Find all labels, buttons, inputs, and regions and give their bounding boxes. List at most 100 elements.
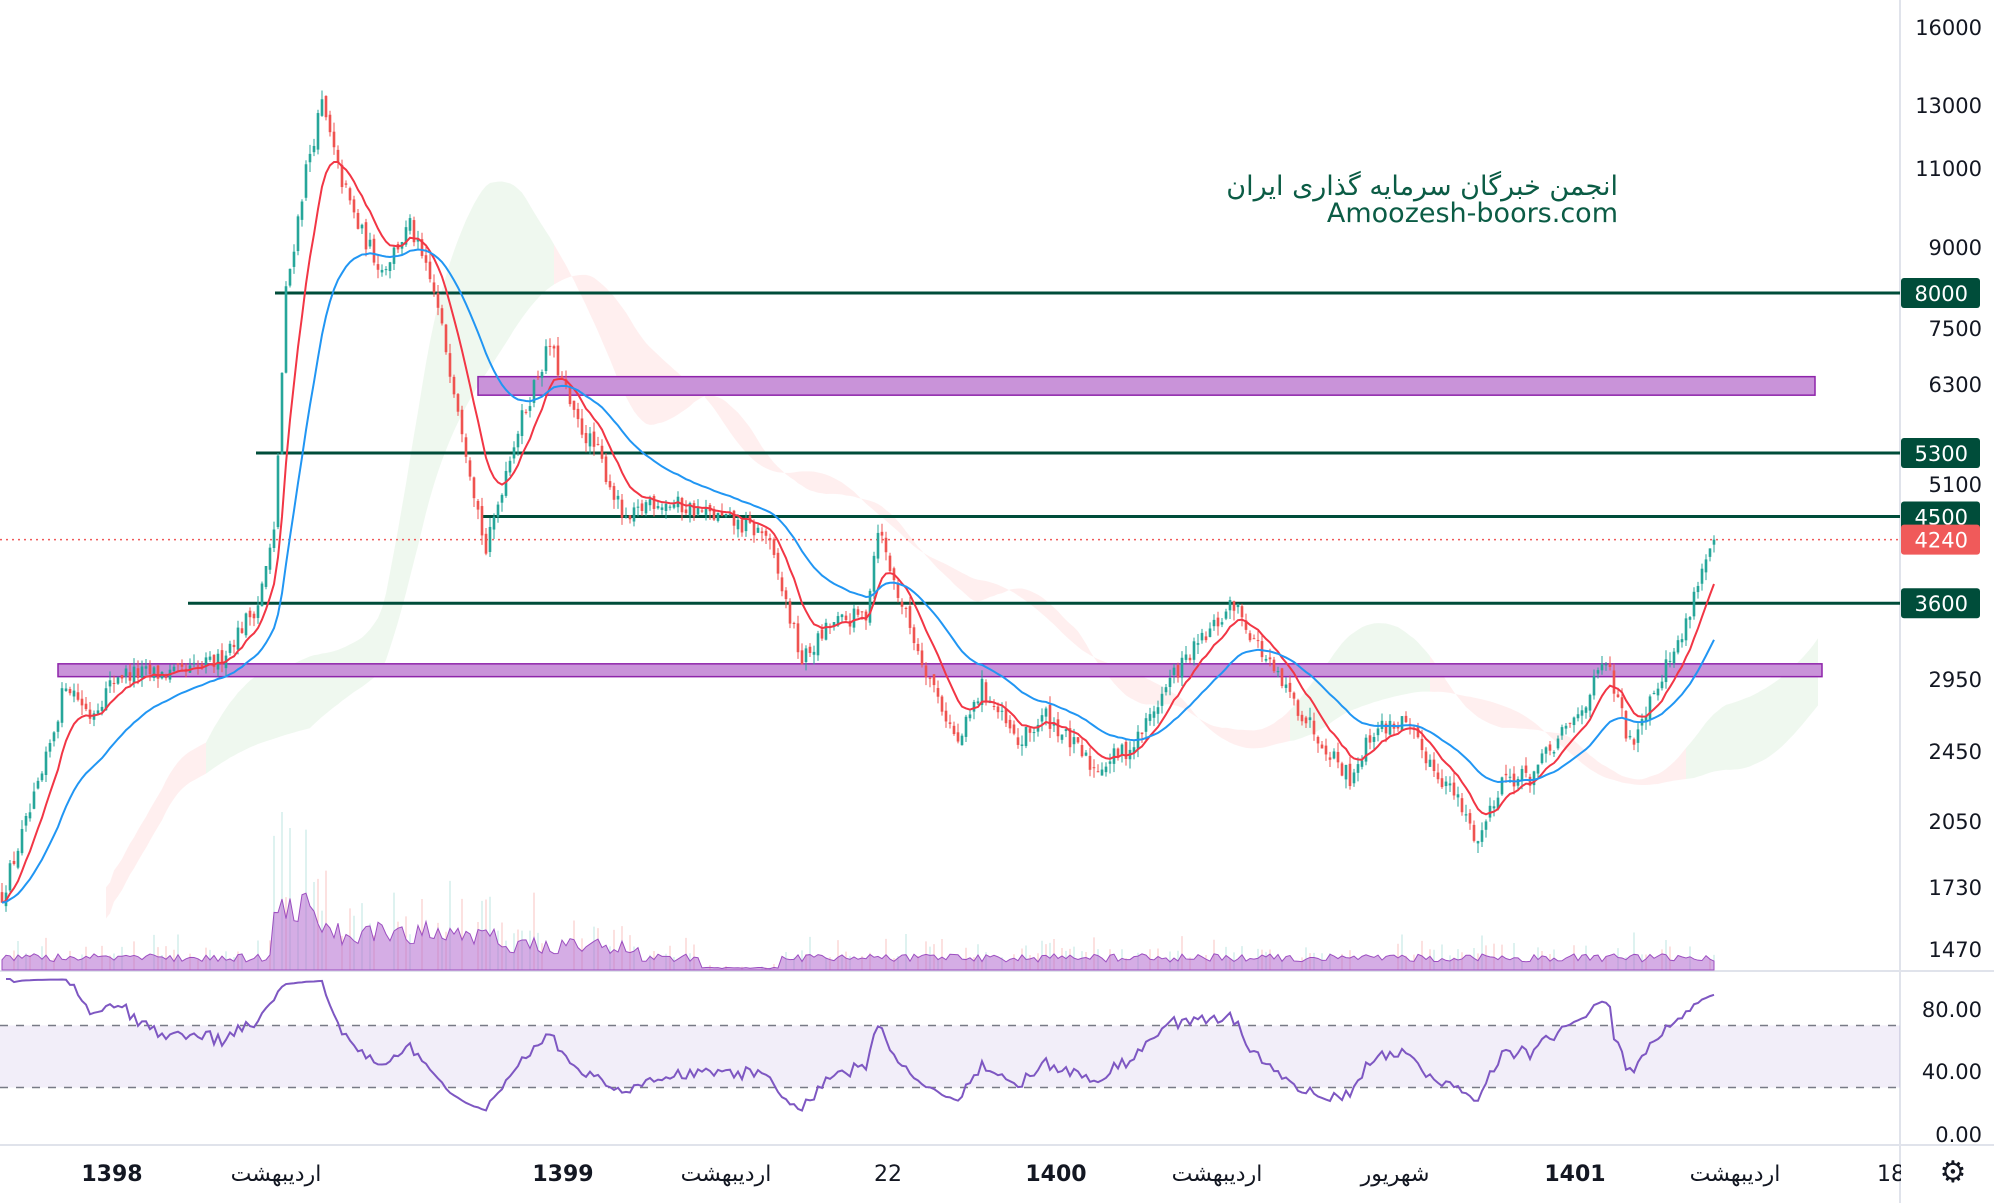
candle-body xyxy=(964,716,968,737)
cloud-segment xyxy=(746,422,750,457)
settings-gear-icon[interactable]: ⚙ xyxy=(1939,1155,1967,1190)
candle-body xyxy=(796,623,800,653)
cloud-segment xyxy=(234,692,238,756)
cloud-segment xyxy=(438,289,442,472)
cloud-segment xyxy=(590,275,594,323)
candle-body xyxy=(1040,715,1044,722)
cloud-segment xyxy=(1458,694,1462,703)
candle-body xyxy=(24,815,28,826)
cloud-segment xyxy=(106,882,110,919)
cloud-segment xyxy=(1514,710,1518,729)
cloud-segment xyxy=(1394,625,1398,697)
cloud-segment xyxy=(510,183,514,337)
cloud-segment xyxy=(1590,755,1594,772)
candle-body xyxy=(612,486,616,500)
cloud-segment xyxy=(898,521,902,536)
candle-body xyxy=(136,668,140,678)
cloud-segment xyxy=(1398,627,1402,696)
candle-body xyxy=(984,682,988,701)
candle-body xyxy=(1404,715,1408,723)
candle-body xyxy=(1064,729,1068,732)
candle-body xyxy=(1500,777,1504,795)
candle-body xyxy=(1008,719,1012,729)
candle-body xyxy=(308,153,312,163)
candle-body xyxy=(1100,769,1104,776)
candle-body xyxy=(240,628,244,633)
cloud-segment xyxy=(610,292,614,370)
price-axis-label: 2450 xyxy=(1929,740,1982,764)
cloud-segment xyxy=(1534,722,1538,731)
candle-body xyxy=(76,692,80,700)
cloud-segment xyxy=(1442,673,1446,693)
candle-body xyxy=(904,607,908,609)
candle-body xyxy=(888,555,892,572)
time-axis-label: اردیبهشت xyxy=(231,1162,322,1187)
candle-body xyxy=(760,531,764,534)
candle-body xyxy=(1712,539,1716,545)
cloud-segment xyxy=(1686,743,1690,779)
cloud-segment xyxy=(1450,686,1454,694)
candle-body xyxy=(1232,601,1236,611)
candle-body xyxy=(820,629,824,639)
candle-body xyxy=(776,552,780,574)
cloud-segment xyxy=(1218,726,1222,739)
cloud-segment xyxy=(838,480,842,495)
time-axis-label: اردیبهشت xyxy=(1172,1162,1263,1187)
cloud-segment xyxy=(938,560,942,573)
candle-body xyxy=(204,657,208,667)
candle-body xyxy=(1700,568,1704,584)
candle-body xyxy=(1028,728,1032,733)
cloud-segment xyxy=(434,305,438,485)
candle-body xyxy=(8,863,12,891)
cloud-segment xyxy=(1550,732,1554,740)
cloud-segment xyxy=(834,478,838,495)
candle-body xyxy=(1088,755,1092,770)
cloud-segment xyxy=(914,541,918,550)
cloud-segment xyxy=(406,458,410,593)
candle-body xyxy=(1180,657,1184,678)
cloud-segment xyxy=(1494,702,1498,727)
cloud-segment xyxy=(1626,777,1630,784)
candle-body xyxy=(1444,781,1448,787)
candle-body xyxy=(1004,708,1008,724)
candle-body xyxy=(956,732,960,742)
candle-body xyxy=(60,688,64,723)
candle-body xyxy=(508,460,512,473)
candle-body xyxy=(120,675,124,679)
candle-body xyxy=(1196,643,1200,645)
price-axis-label: 1730 xyxy=(1929,876,1982,900)
candle-body xyxy=(1556,738,1560,749)
cloud-segment xyxy=(1190,707,1194,716)
candle-body xyxy=(276,455,280,528)
cloud-segment xyxy=(782,470,786,475)
cloud-segment xyxy=(1054,607,1058,629)
time-axis-label: شهریور xyxy=(1360,1162,1430,1187)
candle-body xyxy=(1020,744,1024,746)
cloud-segment xyxy=(1402,629,1406,695)
candle-body xyxy=(452,376,456,395)
candle-body xyxy=(404,227,408,245)
cloud-segment xyxy=(1166,688,1170,705)
candle-body xyxy=(1160,693,1164,706)
candle-body xyxy=(1684,618,1688,641)
candle-body xyxy=(296,216,300,252)
candle-body xyxy=(500,494,504,503)
cloud-segment xyxy=(1070,623,1074,644)
candle-body xyxy=(632,507,636,522)
cloud-segment xyxy=(1506,706,1510,728)
cloud-segment xyxy=(1478,698,1482,720)
cloud-segment xyxy=(282,666,286,736)
cloud-segment xyxy=(878,503,882,518)
candle-body xyxy=(600,445,604,459)
cloud-segment xyxy=(598,280,602,341)
cloud-segment xyxy=(806,471,810,491)
cloud-segment xyxy=(1678,752,1682,781)
cloud-segment xyxy=(1334,648,1338,721)
level-badge-label: 3600 xyxy=(1915,592,1968,616)
cloud-segment xyxy=(854,491,858,498)
candle-body xyxy=(100,706,104,711)
candle-body xyxy=(220,650,224,665)
cloud-segment xyxy=(1690,738,1694,779)
support-resistance-zone xyxy=(57,663,1823,678)
